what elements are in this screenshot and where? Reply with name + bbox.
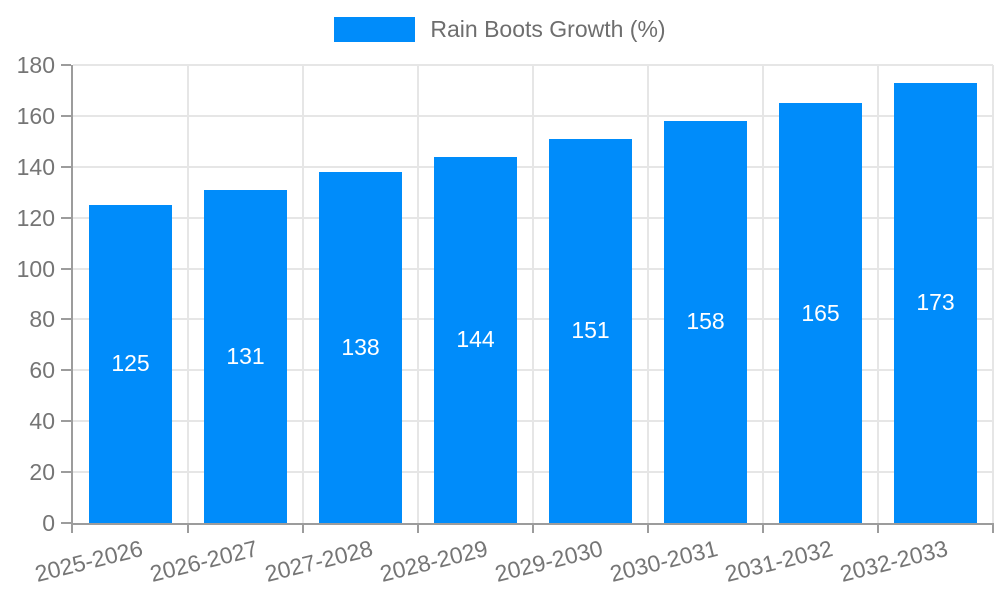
x-axis-label: 2031-2032 bbox=[721, 535, 835, 587]
bar[interactable]: 138 bbox=[319, 171, 402, 523]
x-axis-label: 2032-2033 bbox=[836, 535, 950, 587]
y-axis-label: 20 bbox=[29, 459, 55, 486]
bar[interactable]: 158 bbox=[664, 120, 747, 523]
y-tick bbox=[61, 64, 71, 66]
v-gridline bbox=[762, 65, 764, 523]
bar[interactable]: 144 bbox=[434, 156, 517, 523]
legend-label: Rain Boots Growth (%) bbox=[430, 16, 666, 42]
x-tick bbox=[762, 523, 764, 533]
y-tick bbox=[61, 522, 71, 524]
y-axis-label: 160 bbox=[16, 102, 55, 129]
x-tick bbox=[992, 523, 994, 533]
x-axis-label: 2027-2028 bbox=[261, 535, 375, 587]
y-tick bbox=[61, 369, 71, 372]
bar-value-label: 158 bbox=[686, 308, 725, 335]
plot-area: 0 20 40 60 80 100 120 140 160 180 125 2025-2026 131 2… bbox=[17, 52, 994, 587]
y-axis-label: 120 bbox=[16, 204, 55, 231]
y-axis-label: 0 bbox=[42, 510, 55, 536]
y-axis-label: 40 bbox=[29, 408, 55, 435]
v-gridline bbox=[187, 65, 189, 523]
bar-value-label: 165 bbox=[801, 299, 840, 326]
v-gridline bbox=[302, 65, 304, 523]
y-tick bbox=[61, 165, 71, 168]
y-tick bbox=[61, 267, 71, 270]
v-gridline bbox=[877, 65, 879, 523]
y-tick bbox=[61, 114, 71, 117]
bar-value-label: 138 bbox=[341, 333, 380, 360]
legend-swatch bbox=[334, 17, 416, 42]
bar-value-label: 144 bbox=[456, 326, 495, 353]
y-axis-label: 180 bbox=[16, 52, 55, 78]
x-tick bbox=[532, 523, 534, 533]
bar-value-label: 151 bbox=[571, 317, 610, 344]
x-tick bbox=[71, 523, 73, 533]
y-axis-label: 100 bbox=[16, 255, 55, 282]
bar-value-label: 131 bbox=[226, 342, 265, 369]
x-tick bbox=[877, 523, 879, 533]
bar[interactable]: 131 bbox=[204, 189, 287, 523]
y-axis-label: 60 bbox=[29, 357, 55, 384]
y-axis-label: 80 bbox=[29, 306, 55, 333]
bar[interactable]: 173 bbox=[894, 82, 977, 523]
bar-value-label: 125 bbox=[111, 350, 150, 377]
legend[interactable]: Rain Boots Growth (%) bbox=[0, 16, 1000, 43]
y-tick bbox=[61, 420, 71, 423]
x-axis-label: 2028-2029 bbox=[376, 535, 490, 587]
y-tick bbox=[61, 471, 71, 474]
x-tick bbox=[647, 523, 649, 533]
x-axis-label: 2026-2027 bbox=[146, 535, 260, 587]
x-axis-label: 2030-2031 bbox=[606, 535, 720, 587]
x-tick bbox=[417, 523, 419, 533]
y-tick bbox=[61, 216, 71, 219]
bar[interactable]: 165 bbox=[779, 103, 862, 523]
x-axis-label: 2025-2026 bbox=[31, 535, 145, 587]
y-axis-line bbox=[71, 65, 73, 525]
x-tick bbox=[187, 523, 189, 533]
v-gridline bbox=[647, 65, 649, 523]
y-tick bbox=[61, 318, 71, 321]
v-gridline bbox=[417, 65, 419, 523]
bar[interactable]: 125 bbox=[89, 204, 172, 523]
bar-value-label: 173 bbox=[916, 289, 955, 316]
v-gridline bbox=[992, 65, 994, 523]
x-tick bbox=[302, 523, 304, 533]
bar[interactable]: 151 bbox=[549, 138, 632, 523]
y-axis-label: 140 bbox=[16, 153, 55, 180]
v-gridline bbox=[532, 65, 534, 523]
x-axis-label: 2029-2030 bbox=[491, 535, 605, 587]
